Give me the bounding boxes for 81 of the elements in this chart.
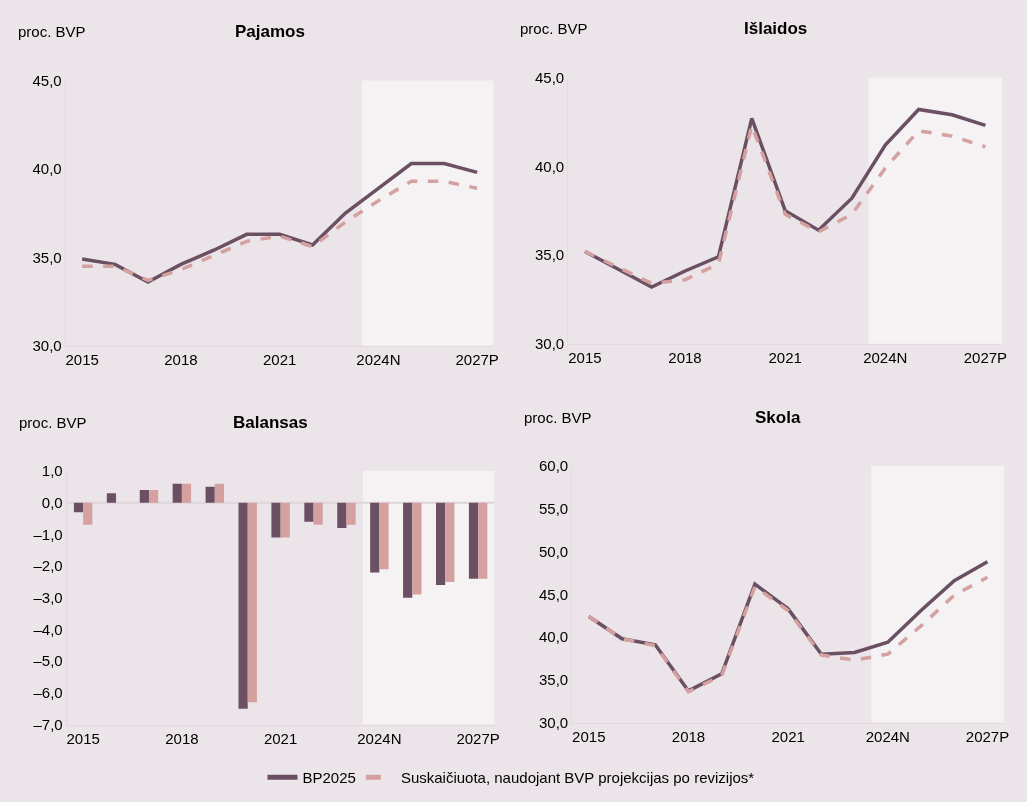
x-tick-label: 2015 [572,727,606,745]
bar [445,502,455,582]
y-tick-label: 35,0 [539,671,569,689]
x-tick-label: 2027P [963,348,1008,366]
bar [73,502,84,513]
y-tick-label: 30,0 [535,335,565,352]
x-tick-label: 2024N [357,729,402,747]
chart-title: Išlaidos [744,19,808,38]
bar [172,483,182,503]
x-tick-label: 2027P [455,350,499,368]
bar [403,502,413,598]
chart-title: Pajamos [235,22,305,41]
y-tick-label: –7,0 [33,715,63,733]
y-axis-title: proc. BVP [18,23,86,40]
y-tick-label: 55,0 [539,500,569,518]
bar [148,490,159,503]
y-axis-title: proc. BVP [19,414,87,431]
bar [247,502,257,703]
bar [83,502,93,525]
bar [435,502,446,586]
bar [238,502,248,709]
bar [412,502,422,595]
x-tick-label: 2024N [863,348,908,366]
x-tick-label: 2018 [165,729,199,747]
legend-label: Suskaičiuota, naudojant BVP projekcijas po revizijos* [400,769,755,787]
y-tick-label: 45,0 [539,585,569,603]
line-series [80,161,479,284]
y-tick-label: 45,0 [535,68,565,86]
x-tick-label: 2015 [568,348,602,366]
bar [106,493,117,503]
y-axis-title: proc. BVP [520,20,588,37]
bar [370,502,380,573]
x-tick-label: 2015 [65,350,99,368]
y-tick-label: 40,0 [535,157,565,175]
x-tick-label: 2018 [164,350,198,368]
y-tick-label: –3,0 [33,588,63,606]
bar [346,502,356,525]
bar [313,502,323,525]
bar [379,502,389,570]
x-tick-label: 2021 [771,727,805,745]
y-tick-label: 35,0 [32,248,62,266]
chart-title: Balansas [233,413,308,432]
x-tick-label: 2015 [66,729,100,747]
y-tick-label: –5,0 [33,652,63,670]
y-tick-label: –4,0 [33,620,63,638]
y-tick-label: 45,0 [32,71,62,89]
y-tick-label: 35,0 [535,246,565,264]
legend-label: BP2025 [302,769,356,787]
x-tick-label: 2021 [262,350,297,368]
bar [337,502,347,529]
y-tick-label: –6,0 [33,684,63,702]
x-tick-label: 2018 [671,727,706,745]
y-tick-label: 50,0 [539,542,569,560]
x-tick-label: 2021 [768,348,802,366]
x-tick-label: 2024N [865,727,910,745]
y-tick-label: 40,0 [539,628,569,646]
x-tick-label: 2018 [668,348,702,366]
y-tick-label: 0,0 [41,493,63,511]
x-tick-label: 2021 [263,729,298,747]
y-tick-label: –2,0 [33,557,63,575]
x-tick-label: 2027P [965,727,1010,745]
bar [304,502,314,522]
bar [205,486,215,503]
y-tick-label: –1,0 [33,525,63,543]
bar [280,502,290,538]
y-tick-label: 40,0 [32,160,62,178]
x-tick-label: 2024N [356,350,401,368]
chart-title: Skola [755,408,801,427]
y-axis-title: proc. BVP [524,409,592,426]
bar [271,502,281,538]
bar [181,483,192,503]
y-tick-label: 30,0 [539,713,569,731]
line-series [80,179,479,283]
bar [139,490,149,503]
y-tick-label: 1,0 [41,462,63,480]
x-tick-label: 2027P [456,729,500,747]
bar [468,502,479,579]
bar [478,502,488,579]
bar [214,483,225,503]
y-tick-label: 30,0 [32,336,62,354]
y-tick-label: 60,0 [539,457,569,475]
